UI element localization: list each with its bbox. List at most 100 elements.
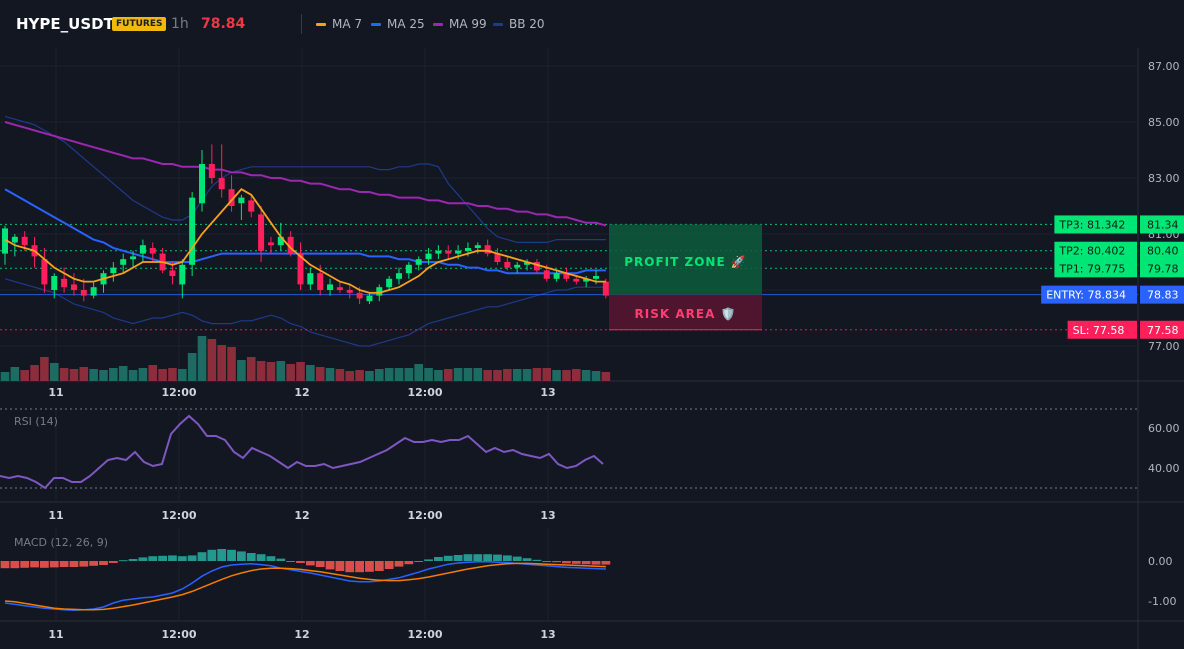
time-axis-tick: 12:00 [161, 628, 196, 641]
time-axis-tick: 13 [540, 628, 555, 641]
candle-body [189, 197, 196, 265]
header-divider [301, 14, 302, 34]
volume-bar [49, 363, 59, 381]
legend-bb20-swatch [493, 22, 503, 26]
volume-bar [591, 371, 601, 381]
time-axis-tick: 13 [540, 386, 555, 399]
macd-histogram-bar [227, 549, 236, 561]
legend-ma7[interactable]: MA 7 [316, 14, 362, 34]
legend-bb20[interactable]: BB 20 [493, 14, 545, 34]
symbol-name[interactable]: HYPE_USDT [16, 15, 114, 33]
macd-histogram-bar [414, 561, 424, 562]
candle-body [504, 262, 511, 268]
macd-histogram-bar [394, 561, 404, 567]
legend-bb20-label: BB 20 [509, 17, 545, 31]
level-axis-tag-tp [1140, 215, 1184, 234]
macd-histogram-bar [246, 553, 256, 561]
macd-histogram-bar [502, 555, 512, 561]
candle-body [474, 245, 481, 248]
candle-body [169, 270, 176, 276]
volume-bar [158, 369, 167, 381]
volume-bar [227, 347, 236, 381]
candle-body [90, 287, 97, 296]
candle-body [583, 278, 590, 282]
volume-bar [473, 368, 483, 381]
candle-body [445, 250, 452, 254]
candle-body [553, 273, 560, 279]
level-axis-tag-entry [1140, 285, 1184, 304]
volume-bar [384, 368, 394, 381]
bb-lower-line [4, 278, 606, 347]
time-axis-tick: 12:00 [161, 509, 196, 522]
level-label-tag-tp [1054, 241, 1137, 260]
macd-histogram-bar [591, 561, 601, 565]
candle-body [277, 236, 284, 246]
time-axis-tick: 12 [294, 628, 309, 641]
macd-histogram-bar [69, 561, 79, 567]
candle-body [327, 284, 334, 290]
timeframe-label[interactable]: 1h [171, 16, 189, 32]
volume-bar [138, 368, 148, 381]
level-label: TP2: 80.402 [1058, 245, 1125, 258]
risk-zone-label: RISK AREA 🛡️ [635, 307, 737, 321]
candle-body [139, 245, 146, 254]
macd-histogram-bar [601, 561, 611, 565]
macd-histogram-bar [345, 561, 355, 573]
volume-bar [345, 371, 355, 381]
candle-body [51, 276, 58, 290]
macd-histogram-bar [335, 561, 345, 571]
time-axis-tick: 12:00 [407, 628, 442, 641]
price-axis-tick: 83.00 [1148, 172, 1180, 185]
volume-bar [266, 362, 276, 381]
macd-axis-tick: -1.00 [1148, 595, 1176, 608]
candle-body [494, 253, 501, 262]
macd-histogram-bar [581, 561, 591, 565]
macd-histogram-bar [493, 554, 502, 561]
volume-bar [483, 370, 492, 381]
time-axis-tick: 11 [48, 509, 63, 522]
macd-histogram-bar [571, 561, 581, 564]
candle-body [593, 276, 599, 279]
volume-bar [503, 369, 512, 381]
volume-bar [89, 369, 98, 381]
volume-bar [394, 368, 404, 381]
legend-ma99[interactable]: MA 99 [433, 14, 487, 34]
candle-body [267, 242, 274, 246]
macd-histogram-bar [20, 561, 30, 568]
volume-bar [365, 371, 374, 381]
volume-bar [118, 366, 128, 381]
volume-bar [355, 370, 364, 381]
time-axis-tick: 12:00 [407, 509, 442, 522]
price-axis-tick: 77.00 [1148, 340, 1180, 353]
candle-body [287, 236, 294, 254]
macd-histogram-bar [443, 555, 453, 561]
candle-body [435, 250, 442, 254]
macd-histogram-bar [187, 555, 197, 561]
macd-histogram-bar [118, 560, 128, 562]
rsi-title: RSI (14) [14, 415, 58, 428]
candle-body [386, 278, 393, 288]
macd-histogram-bar [522, 558, 532, 561]
volume-bar [315, 367, 325, 381]
macd-histogram-bar [128, 559, 138, 561]
volume-bar [424, 368, 433, 381]
macd-histogram-bar [542, 561, 552, 562]
level-axis-tag-tp [1140, 241, 1184, 260]
macd-axis-tick: 0.00 [1148, 555, 1173, 568]
candle-body [533, 262, 540, 271]
ma7-line [4, 188, 606, 294]
level-axis-value: 78.83 [1147, 289, 1179, 302]
candle-body [70, 284, 77, 290]
candle-body [484, 245, 491, 254]
macd-title: MACD (12, 26, 9) [14, 536, 108, 549]
volume-bar [59, 368, 69, 381]
legend-ma25[interactable]: MA 25 [371, 14, 425, 34]
candle-body [514, 264, 521, 268]
candle-body [110, 267, 117, 274]
volume-bar [30, 365, 39, 381]
candle-body [80, 290, 87, 296]
volume-bar [306, 365, 315, 381]
macd-histogram-bar [512, 556, 522, 561]
candle-body [199, 164, 205, 204]
